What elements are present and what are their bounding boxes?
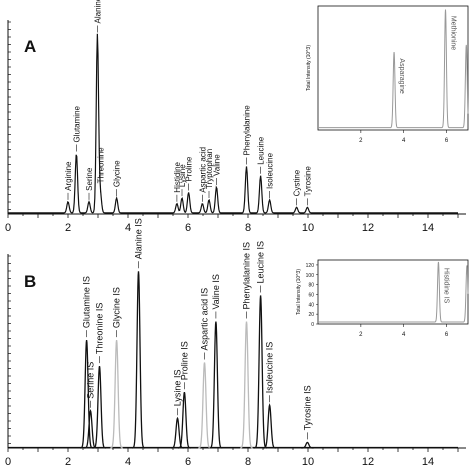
panel-b-peak-alanine-is [132,271,145,449]
panel-b-inset-y-tick-label: 80 [308,283,314,289]
panel-b-label-glycine-is: Glycine IS [112,287,122,328]
panel-a-label-cystine: Cystine [293,169,302,196]
panel-b-label-isoleucine-is: Isoleucine IS [265,342,275,394]
panel-b-label-glutamine-is: Glutamine IS [82,276,92,328]
panel-a-inset-x-tick-label: 4 [402,138,406,144]
panel-b-inset-x-tick-label: 6 [445,332,449,338]
panel-b-label-alanine-is: Alanine IS [134,218,144,259]
panel-a-label-valine: Valine [213,154,222,176]
panel-b-x-tick-label: 10 [302,456,314,468]
panel-b-inset-label-histidine-is: Histidine IS [442,268,449,304]
panel-b-x-tick-label: 8 [245,456,251,468]
panel-b-inset-y-tick-label: 60 [308,292,314,298]
panel-a-label-alanine: Alanine [93,0,102,23]
panel-a-x-tick-label: 10 [302,222,314,234]
panel-a-trace [8,33,458,214]
panel-b-peak-phenylalanine-is [240,321,253,449]
panel-b-inset-y-tick-label: 40 [308,302,314,308]
panel-b-inset-trace [318,261,469,323]
panel-a-label-serine: Serine [85,167,94,191]
panel-a-inset-x-tick-label: 6 [445,138,449,144]
panel-b-label-threonine-is: Threonine IS [95,303,105,355]
panel-b-x-tick-label: 4 [125,456,131,468]
panel-a-inset-trace [318,9,469,129]
panel-b-peak-aspartic-acid-is [198,362,211,449]
panel-a-label-isoleucine: Isoleucine [266,152,275,189]
panel-b-peak-labels: Glutamine IS Serine IS Threonine IS Glycine… [82,218,312,440]
panel-b-label-phenylalanine-is: Phenylalanine IS [242,242,252,310]
panel-a: 0 2 4 6 8 10 12 14 Arginine Glutamine Serine Threon… [5,0,469,234]
panel-b-peak-leucine-is [254,295,267,449]
panel-b-label-proline-is: Proline IS [179,341,189,380]
panel-a-inset-y-label: Total Intensity (10^3) [306,45,312,91]
panel-a-label-leucine: Leucine [257,136,266,165]
panel-a-inset: 2 4 6 Total Intensity (10^3) Asparagine Methi… [306,5,469,144]
panel-b-peak-tyrosine-is [301,441,314,449]
panel-a-label-tyrosine: Tyrosine [303,166,312,197]
panel-b-x-tick-label: 2 [65,456,71,468]
panel-a-x-tick-label: 12 [362,222,374,234]
panel-a-x-tick-label: 0 [5,222,11,234]
panel-a-x-tick-label: 14 [422,222,434,234]
panel-b-peak-lysine-is [171,416,184,449]
panel-b-inset-y-tick-label: 20 [308,312,314,318]
panel-b-x-tick-label: 12 [362,456,374,468]
panel-b-x-tick-label: 6 [185,456,191,468]
panel-a-x-ticks: 0 2 4 6 8 10 12 14 [5,214,459,234]
panel-a-label-aspartic-acid: Aspartic acid [198,147,207,193]
panel-b-peak-glutamine-is [80,340,93,449]
panel-b-peak-threonine-is [93,366,106,449]
panel-a-label-histidine: Histidine [173,161,182,192]
panel-a-label-glutamine: Glutamine [72,105,81,142]
panel-b: 0 2 4 6 8 10 12 14 Glutamine IS Serine IS Threonin… [5,218,469,468]
panel-a-label-tryptophan: Tryptophan [205,149,214,189]
panel-a-label-proline: Proline [185,156,194,181]
panel-a-label-lysine: Lysine [178,164,187,187]
panel-a-peak-labels: Arginine Glutamine Serine Threonine Alanine G… [64,0,312,206]
panel-b-label-tyrosine-is: Tyrosine IS [302,385,312,430]
panel-a-letter: A [24,37,36,56]
panel-b-inset-y-label: Total Intensity (10^3) [296,269,302,315]
panel-b-label-leucine-is: Leucine IS [256,241,266,284]
panel-b-inset-x-tick-label: 4 [402,332,406,338]
panel-a-x-tick-label: 8 [245,222,251,234]
panel-b-x-tick-label: 14 [422,456,434,468]
panel-a-label-glycine: Glycine [113,160,122,187]
panel-b-peak-isoleucine-is [263,403,276,449]
panel-a-label-arginine: Arginine [64,161,73,191]
panel-b-inset-y-tick-label: 0 [311,322,314,328]
panel-a-inset-x-tick-label: 2 [359,138,363,144]
panel-b-x-tick-label: 0 [5,456,11,468]
panel-b-peak-valine-is [209,321,223,449]
panel-a-label-phenylalanine: Phenylalanine [243,105,252,156]
panel-b-label-aspartic-acid-is: Aspartic acid IS [200,288,210,351]
panel-b-inset-x-tick-label: 2 [359,332,363,338]
panel-a-inset-label-methionine: Methionine [450,16,457,50]
panel-b-inset-frame [317,259,469,325]
panel-a-label-threonine: Threonine [96,147,105,184]
panel-b-inset-y-tick-label: 120 [306,263,315,269]
panel-b-letter: B [24,272,36,291]
panel-b-peak-glycine-is [110,340,123,449]
panel-b-label-serine-is: Serine IS [86,362,96,399]
panel-a-inset-label-asparagine: Asparagine [398,58,405,94]
panel-b-label-valine-is: Valine IS [211,274,221,309]
panel-a-x-tick-label: 4 [125,222,131,234]
panel-b-x-ticks: 0 2 4 6 8 10 12 14 [5,448,459,468]
panel-a-x-tick-label: 6 [185,222,191,234]
panel-a-x-tick-label: 2 [65,222,71,234]
panel-b-label-lysine-is: Lysine IS [173,370,183,407]
panel-b-peak-proline-is [178,392,191,449]
panel-b-inset-y-tick-label: 100 [306,273,315,279]
